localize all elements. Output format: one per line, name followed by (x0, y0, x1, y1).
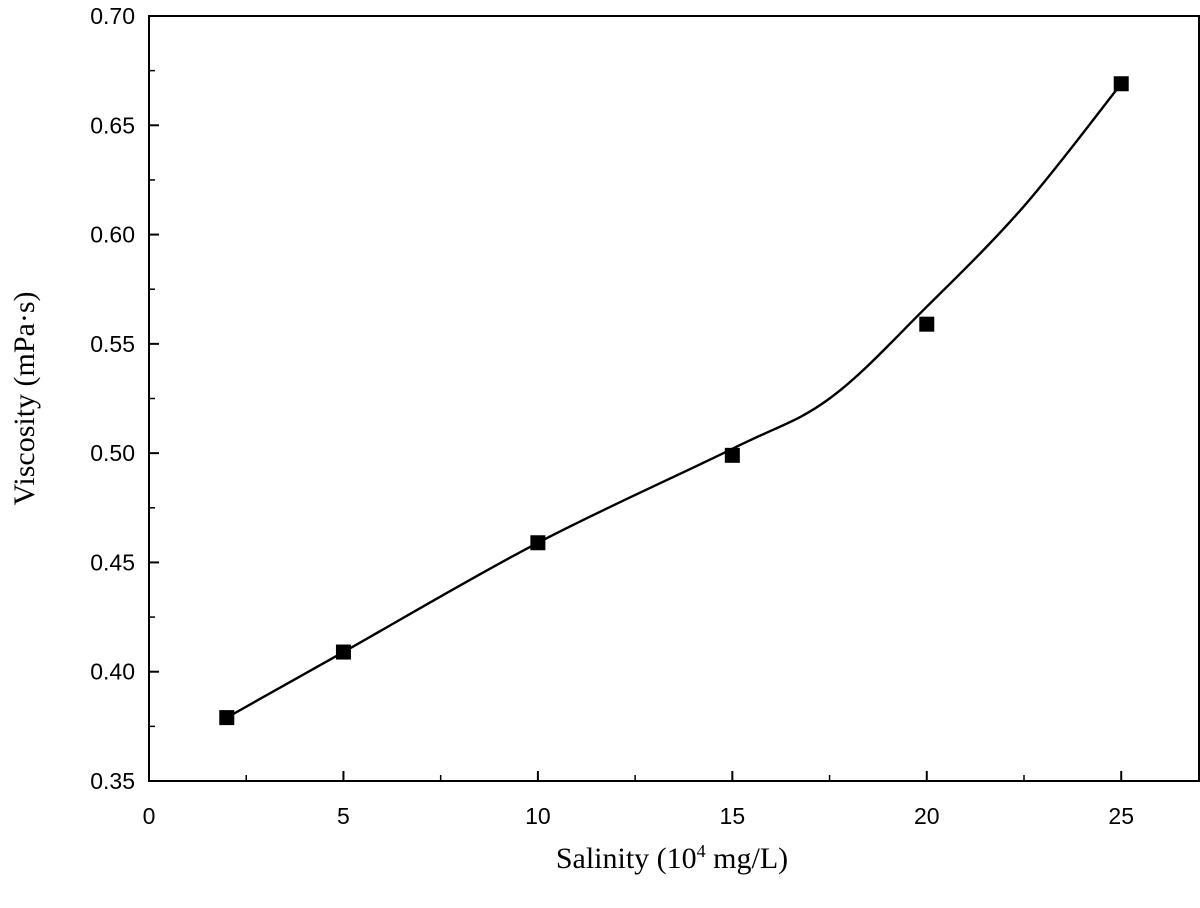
y-tick-label: 0.55 (90, 331, 135, 357)
data-point-marker (335, 644, 351, 660)
x-tick-label: 5 (337, 803, 350, 829)
y-axis-title: Viscosity (mPa·s) (8, 291, 41, 505)
data-point-marker (530, 535, 546, 551)
data-point-marker (219, 710, 235, 726)
x-axis-title-main: Salinity (10 (556, 842, 697, 875)
x-axis-title-superscript: 4 (697, 841, 706, 861)
data-point-marker (1113, 76, 1129, 92)
data-point-marker (919, 316, 935, 332)
data-points-layer (219, 76, 1129, 726)
y-tick-label: 0.50 (90, 440, 135, 466)
y-tick-label: 0.35 (90, 768, 135, 794)
x-axis-title-suffix: mg/L) (706, 842, 789, 875)
y-tick-label: 0.65 (90, 112, 135, 138)
x-tick-label: 15 (720, 803, 746, 829)
x-tick-label: 25 (1108, 803, 1134, 829)
y-tick-label: 0.40 (90, 659, 135, 685)
x-tick-label: 10 (525, 803, 551, 829)
y-tick-label: 0.70 (90, 3, 135, 29)
fit-curve-line (226, 83, 1123, 719)
y-tick-label: 0.60 (90, 222, 135, 248)
tick-labels-layer: 0 5 10 15 20 25 0.35 0.40 0.45 0.50 0.55 0.60 0.65 0.… (90, 3, 1134, 829)
x-tick-label: 0 (143, 803, 156, 829)
x-tick-label: 20 (914, 803, 940, 829)
data-point-marker (724, 447, 740, 463)
y-tick-label: 0.45 (90, 549, 135, 575)
plot-frame (148, 15, 1200, 782)
x-axis-title: Salinity (104 mg/L) (556, 841, 788, 875)
